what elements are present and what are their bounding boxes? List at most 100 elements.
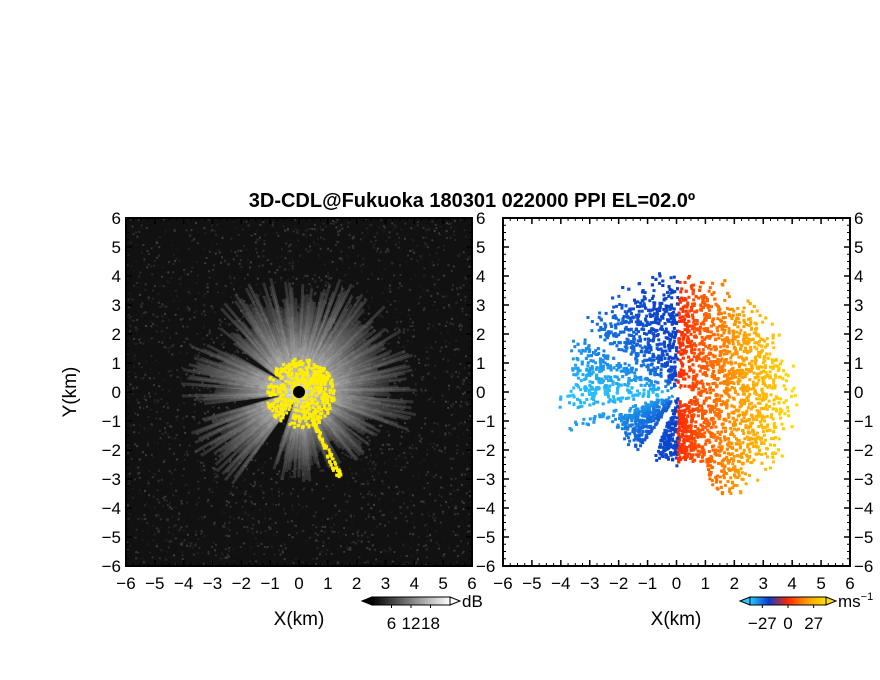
- noise-pixel: [425, 473, 428, 476]
- noise-pixel: [424, 502, 427, 505]
- noise-pixel: [236, 329, 239, 332]
- noise-pixel: [215, 481, 218, 484]
- noise-pixel: [322, 497, 325, 500]
- noise-pixel: [396, 232, 399, 235]
- snr-ray-segment: [345, 307, 351, 314]
- noise-pixel: [425, 243, 428, 246]
- noise-pixel: [437, 436, 440, 439]
- noise-pixel: [315, 557, 318, 560]
- noise-pixel: [170, 507, 173, 510]
- noise-pixel: [387, 534, 390, 537]
- noise-pixel: [292, 276, 295, 279]
- noise-pixel: [427, 258, 430, 261]
- noise-pixel: [329, 222, 332, 225]
- noise-pixel: [150, 506, 153, 509]
- snr-ray-segment: [371, 313, 378, 320]
- noise-pixel: [129, 293, 132, 296]
- noise-pixel: [155, 359, 158, 362]
- noise-pixel: [291, 536, 294, 539]
- noise-pixel: [455, 339, 458, 342]
- noise-pixel: [435, 227, 438, 230]
- noise-pixel: [271, 493, 274, 496]
- noise-pixel: [254, 537, 257, 540]
- noise-pixel: [428, 514, 431, 517]
- noise-pixel: [210, 305, 213, 308]
- noise-pixel: [411, 380, 414, 383]
- noise-pixel: [213, 413, 216, 416]
- noise-pixel: [442, 274, 445, 277]
- noise-pixel: [423, 275, 426, 278]
- noise-pixel: [315, 278, 318, 281]
- noise-pixel: [435, 531, 438, 534]
- noise-pixel: [452, 374, 455, 377]
- snr-ray-segment: [347, 283, 353, 290]
- noise-pixel: [425, 544, 428, 547]
- noise-pixel: [362, 263, 365, 266]
- noise-pixel: [468, 529, 471, 532]
- noise-pixel: [370, 240, 373, 243]
- noise-pixel: [224, 548, 227, 551]
- noise-pixel: [188, 491, 191, 494]
- noise-pixel: [342, 533, 345, 536]
- noise-pixel: [201, 381, 204, 384]
- noise-pixel: [252, 472, 255, 475]
- noise-pixel: [284, 512, 287, 515]
- noise-pixel: [324, 525, 327, 528]
- noise-pixel: [151, 476, 154, 479]
- noise-pixel: [138, 471, 141, 474]
- noise-pixel: [241, 221, 244, 224]
- noise-pixel: [450, 467, 453, 470]
- noise-pixel: [249, 560, 252, 563]
- noise-pixel: [423, 458, 426, 461]
- noise-pixel: [162, 505, 165, 508]
- snr-ray-segment: [401, 416, 407, 421]
- noise-pixel: [155, 417, 158, 420]
- noise-pixel: [322, 544, 325, 547]
- noise-pixel: [157, 399, 160, 402]
- noise-pixel: [320, 228, 323, 231]
- noise-pixel: [264, 461, 267, 464]
- noise-pixel: [183, 539, 186, 542]
- noise-pixel: [394, 307, 397, 310]
- noise-pixel: [220, 261, 223, 264]
- snr-ray-segment: [336, 303, 342, 310]
- noise-pixel: [161, 399, 164, 402]
- noise-pixel: [360, 483, 363, 486]
- noise-pixel: [431, 260, 434, 263]
- noise-pixel: [305, 289, 308, 292]
- snr-ray-segment: [372, 343, 379, 349]
- noise-pixel: [143, 514, 146, 517]
- snr-ray-segment: [401, 363, 407, 368]
- noise-pixel: [250, 500, 253, 503]
- noise-pixel: [168, 526, 171, 529]
- noise-pixel: [136, 398, 139, 401]
- noise-pixel: [178, 512, 181, 515]
- noise-pixel: [223, 288, 226, 291]
- noise-pixel: [415, 393, 418, 396]
- noise-pixel: [455, 507, 458, 510]
- noise-pixel: [231, 457, 234, 460]
- noise-pixel: [404, 515, 407, 518]
- noise-pixel: [195, 530, 198, 533]
- noise-pixel: [465, 376, 468, 379]
- noise-pixel: [203, 343, 206, 346]
- noise-pixel: [411, 444, 414, 447]
- noise-pixel: [216, 492, 219, 495]
- snr-ray-segment: [338, 319, 344, 326]
- noise-pixel: [414, 562, 417, 565]
- noise-pixel: [212, 341, 215, 344]
- noise-pixel: [371, 544, 374, 547]
- noise-pixel: [368, 448, 371, 451]
- noise-pixel: [145, 399, 148, 402]
- noise-pixel: [221, 552, 224, 555]
- noise-pixel: [201, 439, 204, 442]
- noise-pixel: [146, 524, 149, 527]
- noise-pixel: [442, 487, 445, 490]
- noise-pixel: [365, 227, 368, 230]
- noise-pixel: [335, 268, 338, 271]
- snr-ray-segment: [361, 330, 367, 337]
- noise-pixel: [172, 554, 175, 557]
- noise-pixel: [183, 426, 186, 429]
- noise-pixel: [280, 544, 283, 547]
- noise-pixel: [376, 247, 379, 250]
